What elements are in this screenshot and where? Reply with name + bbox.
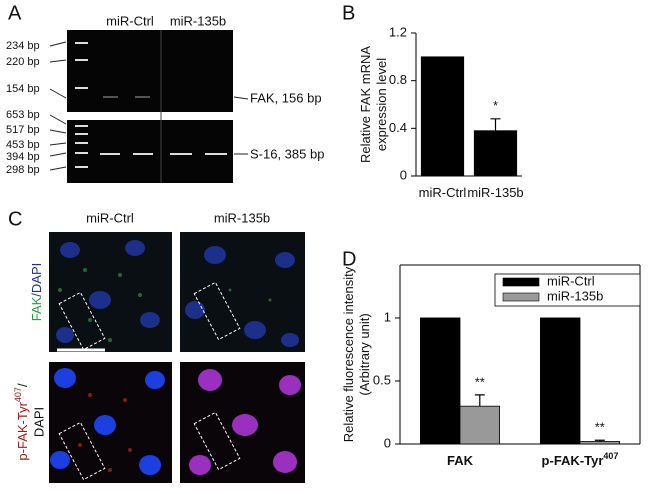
image-column: miR-135b [214, 210, 270, 225]
marker-label: 453 bp [6, 139, 40, 151]
significance: * [493, 98, 498, 113]
y-tick-label: 0.8 [389, 72, 407, 87]
image-row-label: FAK/DAPI [29, 263, 44, 322]
category: FAK [447, 453, 474, 468]
gel-column: miR-Ctrl [106, 13, 154, 28]
bar [459, 405, 500, 445]
legend-label: miR-Ctrl [547, 273, 595, 288]
marker-label: 394 bp [6, 151, 40, 163]
gel-column: miR-135b [170, 13, 226, 28]
y-axis-label-line: expression level [374, 58, 389, 151]
band-label: S-16, 385 bp [250, 146, 324, 161]
legend-swatch [502, 277, 540, 287]
x-tick-label: p-FAK-Tyr407 [542, 451, 619, 468]
bar [419, 317, 461, 445]
image-column: miR-Ctrl [86, 210, 134, 225]
panel-label: B [342, 2, 355, 24]
bar [579, 441, 620, 445]
image-row-label: DAPI [31, 407, 46, 437]
category: miR-135b [467, 185, 523, 200]
category-superscript: 407 [603, 451, 618, 461]
y-axis-label: Relative FAK mRNAexpression level [358, 46, 389, 163]
y-tick-label: 1 [384, 309, 391, 324]
marker-label: 154 bp [6, 83, 40, 95]
marker-label: 517 bp [6, 124, 40, 136]
legend-label: miR-135b [547, 288, 603, 303]
y-tick-label: 0.5 [373, 372, 391, 387]
y-tick-label: 1.2 [389, 24, 407, 39]
category: p-FAK-Tyr [542, 453, 604, 468]
y-tick-label: 0 [400, 167, 407, 182]
y-axis-label-line: Relative fluorescence intensity [341, 266, 356, 442]
x-tick-label: miR-Ctrl [419, 185, 467, 200]
y-axis-label-line: Relative FAK mRNA [358, 46, 373, 163]
marker-label: 298 bp [6, 164, 40, 176]
bar [473, 130, 518, 177]
y-axis-label-line: (Arbitrary unit) [357, 313, 372, 395]
x-tick-label: miR-135b [467, 185, 523, 200]
gel-image [49, 30, 249, 183]
image-row-label: p-FAK-Tyr407/ [13, 383, 30, 461]
category: miR-Ctrl [419, 185, 467, 200]
legend-swatch [502, 292, 540, 302]
y-tick-label: 0.4 [389, 120, 407, 135]
panel-label: A [8, 2, 22, 24]
bar [540, 317, 581, 445]
error-bar [594, 439, 605, 442]
marker-label: 220 bp [6, 56, 40, 68]
y-tick-label: 0 [384, 435, 391, 450]
marker-label: 653 bp [6, 109, 40, 121]
significance: ** [475, 374, 485, 389]
significance: ** [595, 420, 605, 435]
panel-label: D [342, 248, 356, 270]
panel-label: C [8, 208, 22, 230]
micrograph [49, 232, 305, 483]
y-axis-label: Relative fluorescence intensity(Arbitrar… [341, 266, 372, 442]
band-label: FAK, 156 bp [250, 90, 322, 105]
bar [420, 56, 465, 177]
error-bar [474, 394, 485, 407]
marker-label: 234 bp [6, 40, 40, 52]
x-tick-label: FAK [447, 453, 474, 468]
error-bar [490, 118, 501, 131]
